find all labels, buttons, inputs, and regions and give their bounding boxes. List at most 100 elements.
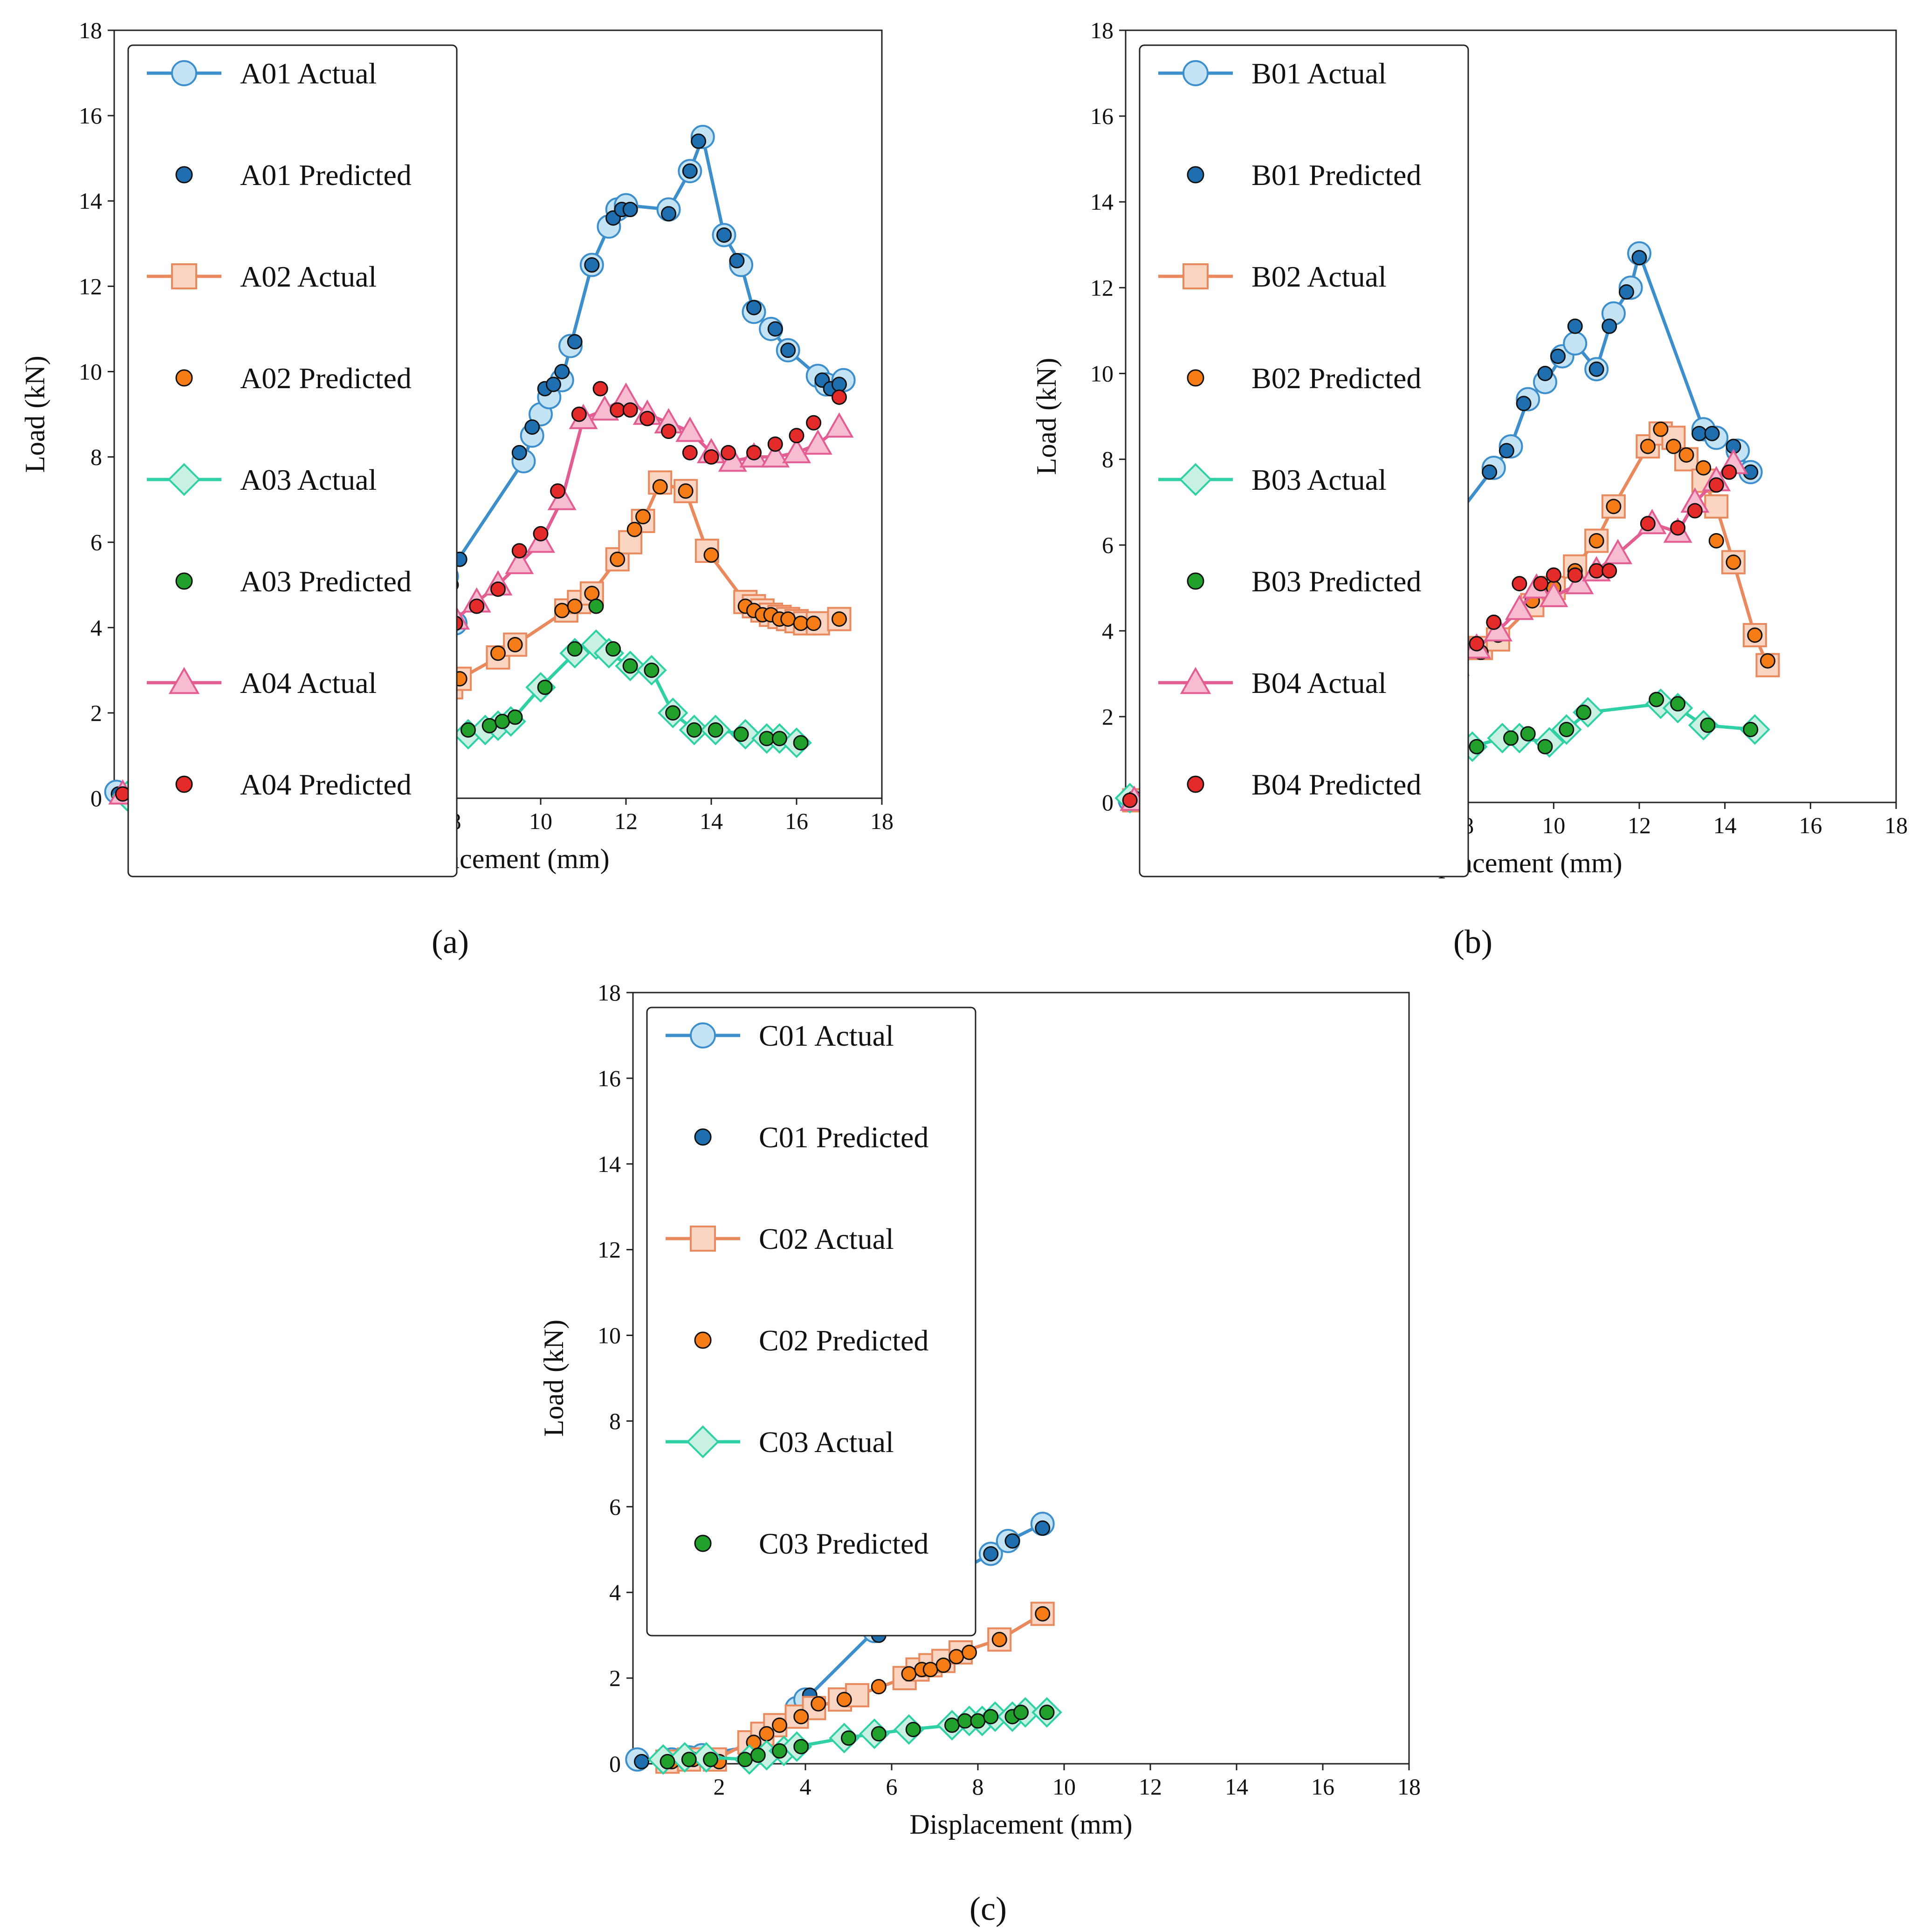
x-tick-label: 6 bbox=[886, 1774, 898, 1800]
c02-predicted-point bbox=[772, 1717, 787, 1733]
c02-predicted-point bbox=[949, 1649, 964, 1665]
legend-swatch-a03-actual bbox=[167, 463, 201, 496]
b02-predicted-point bbox=[1665, 438, 1681, 454]
y-tick-label: 0 bbox=[90, 785, 102, 811]
a01-predicted-point bbox=[622, 202, 638, 218]
c02-predicted-point bbox=[962, 1644, 977, 1660]
a02-predicted-point bbox=[610, 551, 626, 567]
y-tick-label: 10 bbox=[79, 358, 102, 384]
y-tick-label: 10 bbox=[598, 1322, 621, 1349]
legend-swatch-b03-predicted bbox=[1187, 572, 1204, 590]
b04-predicted-point bbox=[1486, 614, 1502, 630]
b03-predicted-point bbox=[1469, 739, 1485, 754]
b02-actual-point bbox=[1704, 494, 1729, 519]
b02-predicted-point bbox=[1653, 421, 1669, 437]
a02-predicted-point bbox=[806, 616, 822, 631]
a04-actual-point bbox=[761, 442, 790, 468]
a01-predicted-point bbox=[832, 377, 847, 392]
legend-swatch-b01-predicted bbox=[1187, 166, 1204, 184]
a04-predicted-point bbox=[661, 424, 676, 439]
a03-predicted-point bbox=[686, 722, 702, 738]
y-tick-label: 16 bbox=[1090, 103, 1114, 129]
series-c03-predicted bbox=[660, 1705, 1055, 1769]
legend-swatch-a02-predicted bbox=[175, 369, 193, 387]
y-tick-label: 8 bbox=[1102, 446, 1114, 473]
legend-swatch-a04-predicted bbox=[175, 775, 193, 793]
c03-predicted-point bbox=[957, 1713, 973, 1729]
a03-predicted-point bbox=[605, 641, 621, 657]
a01-predicted-point bbox=[584, 257, 600, 273]
legend-label-b02-predicted: B02 Predicted bbox=[1251, 362, 1421, 395]
b02-predicted-point bbox=[1588, 533, 1604, 548]
legend-label-b04-predicted: B04 Predicted bbox=[1251, 768, 1421, 801]
legend: A01 Actual A01 Predicted A02 Actual A02 Pre… bbox=[127, 44, 458, 877]
b03-predicted-point bbox=[1743, 722, 1759, 738]
b02-predicted-point bbox=[1747, 627, 1763, 643]
b04-predicted-point bbox=[1533, 576, 1549, 592]
legend-swatch-c02-predicted bbox=[694, 1331, 712, 1349]
y-axis-label: Load (kN) bbox=[538, 1320, 569, 1437]
a04-predicted-point bbox=[832, 389, 847, 405]
legend-swatch-a02-actual bbox=[171, 263, 197, 289]
b02-predicted-point bbox=[1760, 653, 1775, 669]
b01-predicted-point bbox=[1499, 443, 1514, 459]
legend-label-a03-actual: A03 Actual bbox=[240, 463, 377, 496]
b02-predicted-point bbox=[1708, 533, 1724, 548]
c02-predicted-point bbox=[759, 1726, 775, 1742]
legend-swatch-c01-actual bbox=[690, 1022, 716, 1048]
b04-predicted-point bbox=[1708, 477, 1724, 493]
b01-predicted-point bbox=[1550, 349, 1566, 364]
x-tick-label: 14 bbox=[700, 808, 723, 834]
x-tick-label: 12 bbox=[1628, 812, 1651, 838]
x-tick-label: 16 bbox=[785, 808, 808, 834]
legend-swatch-c02-actual bbox=[690, 1226, 716, 1252]
legend-label-c01-actual: C01 Actual bbox=[759, 1019, 894, 1052]
x-tick-label: 2 bbox=[714, 1774, 725, 1800]
b04-actual-point bbox=[1539, 582, 1568, 607]
legend-label-c02-actual: C02 Actual bbox=[759, 1222, 894, 1255]
y-tick-label: 12 bbox=[598, 1237, 621, 1263]
y-tick-label: 6 bbox=[1102, 532, 1114, 558]
y-tick-label: 2 bbox=[1102, 704, 1114, 730]
c03-predicted-point bbox=[970, 1713, 986, 1729]
a02-predicted-point bbox=[793, 616, 809, 631]
b01-predicted-point bbox=[1704, 425, 1720, 441]
legend-swatch-b04-predicted bbox=[1187, 775, 1204, 793]
c01-predicted-point bbox=[634, 1754, 649, 1769]
a02-predicted-point bbox=[490, 645, 506, 661]
legend-label-b01-predicted: B01 Predicted bbox=[1251, 158, 1421, 192]
b03-predicted-point bbox=[1537, 739, 1553, 754]
x-tick-label: 12 bbox=[1139, 1774, 1162, 1800]
c02-predicted-point bbox=[935, 1658, 951, 1673]
a03-predicted-point bbox=[793, 735, 809, 751]
x-tick-label: 14 bbox=[1713, 812, 1737, 838]
a03-predicted-point bbox=[665, 705, 681, 721]
legend-label-a04-predicted: A04 Predicted bbox=[240, 768, 412, 801]
y-tick-label: 18 bbox=[79, 17, 102, 43]
y-tick-label: 6 bbox=[90, 529, 102, 555]
x-tick-label: 16 bbox=[1799, 812, 1822, 838]
x-tick-label: 18 bbox=[1397, 1774, 1421, 1800]
a01-predicted-point bbox=[567, 334, 583, 349]
a01-predicted-point bbox=[511, 445, 527, 460]
c03-predicted-point bbox=[1039, 1705, 1055, 1720]
chart-panel-a: 24681012141618024681012141618Displacemen… bbox=[20, 17, 894, 877]
b04-predicted-point bbox=[1469, 636, 1485, 651]
a01-predicted-point bbox=[767, 321, 783, 337]
b04-predicted-point bbox=[1687, 503, 1703, 519]
a02-predicted-point bbox=[567, 598, 583, 614]
c03-predicted-point bbox=[703, 1752, 718, 1768]
a02-predicted-point bbox=[635, 509, 651, 525]
x-tick-label: 12 bbox=[614, 808, 638, 834]
a01-predicted-point bbox=[554, 363, 570, 379]
a03-predicted-point bbox=[567, 641, 583, 657]
b03-predicted-point bbox=[1670, 696, 1686, 712]
a04-predicted-point bbox=[721, 445, 736, 460]
a01-predicted-point bbox=[545, 377, 561, 392]
legend-label-b03-actual: B03 Actual bbox=[1251, 463, 1387, 496]
x-tick-label: 18 bbox=[870, 808, 894, 834]
x-tick-label: 4 bbox=[800, 1774, 811, 1800]
c03-predicted-point bbox=[660, 1754, 675, 1769]
c03-predicted-point bbox=[871, 1726, 887, 1742]
